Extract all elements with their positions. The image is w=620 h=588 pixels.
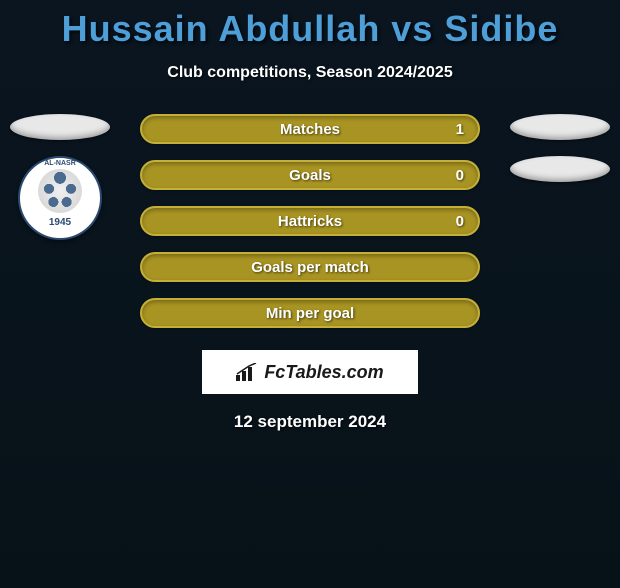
brand-text: FcTables.com	[264, 362, 383, 383]
left-column: AL-NASR 1945	[0, 114, 120, 240]
stats-area: AL-NASR 1945 Matches 1 Goals 0 Hattricks…	[0, 114, 620, 328]
stat-value-right: 1	[456, 121, 464, 138]
stat-bar-goals: Goals 0	[140, 160, 480, 190]
subtitle: Club competitions, Season 2024/2025	[0, 64, 620, 82]
club-name-arc: AL-NASR	[44, 160, 76, 167]
stat-bar-min-per-goal: Min per goal	[140, 298, 480, 328]
player-badge-left	[10, 114, 110, 140]
date-text: 12 september 2024	[0, 412, 620, 432]
stat-value-right: 0	[456, 213, 464, 230]
stat-bars: Matches 1 Goals 0 Hattricks 0 Goals per …	[140, 114, 480, 328]
club-logo-left: AL-NASR 1945	[18, 156, 102, 240]
stat-bar-matches: Matches 1	[140, 114, 480, 144]
chart-icon	[236, 363, 258, 381]
player-badge-right-1	[510, 114, 610, 140]
stat-bar-hattricks: Hattricks 0	[140, 206, 480, 236]
stat-label: Goals	[289, 167, 331, 184]
stat-label: Min per goal	[266, 305, 354, 322]
stat-value-right: 0	[456, 167, 464, 184]
player-badge-right-2	[510, 156, 610, 182]
stat-label: Matches	[280, 121, 340, 138]
right-column	[500, 114, 620, 182]
page-title: Hussain Abdullah vs Sidibe	[0, 8, 620, 50]
stat-label: Goals per match	[251, 259, 369, 276]
club-year: 1945	[49, 217, 71, 228]
stat-label: Hattricks	[278, 213, 342, 230]
soccer-ball-icon	[38, 169, 82, 213]
stat-bar-goals-per-match: Goals per match	[140, 252, 480, 282]
brand-box: FcTables.com	[202, 350, 418, 394]
